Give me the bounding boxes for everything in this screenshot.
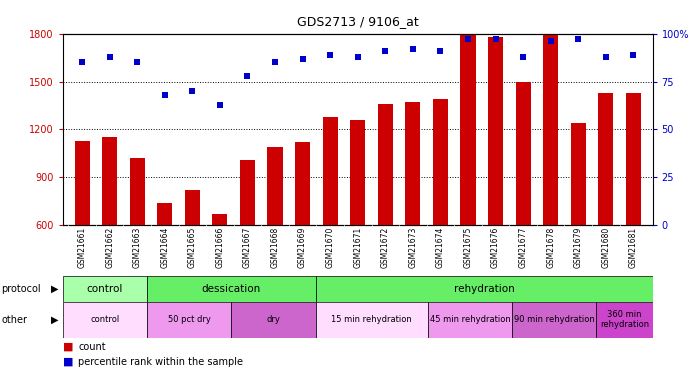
Text: GSM21670: GSM21670 <box>326 226 334 268</box>
Bar <box>433 99 448 225</box>
Bar <box>63 302 147 338</box>
Bar <box>406 102 420 225</box>
Bar <box>157 202 172 225</box>
Bar <box>597 302 653 338</box>
Text: ▶: ▶ <box>51 284 58 294</box>
Bar <box>512 302 597 338</box>
Point <box>159 92 170 98</box>
Bar <box>516 82 530 225</box>
Point <box>380 48 391 54</box>
Text: 45 min rehydration: 45 min rehydration <box>430 315 510 324</box>
Text: 90 min rehydration: 90 min rehydration <box>514 315 595 324</box>
Bar <box>231 302 315 338</box>
Bar <box>315 276 653 302</box>
Text: dry: dry <box>267 315 281 324</box>
Text: rehydration: rehydration <box>454 284 514 294</box>
Text: 15 min rehydration: 15 min rehydration <box>332 315 412 324</box>
Text: 50 pct dry: 50 pct dry <box>168 315 211 324</box>
Point <box>628 52 639 58</box>
Point <box>490 36 501 42</box>
Text: GSM21666: GSM21666 <box>216 226 225 268</box>
Bar <box>147 276 315 302</box>
Point <box>77 60 88 66</box>
Text: ■: ■ <box>63 342 73 352</box>
Text: GSM21664: GSM21664 <box>161 226 170 268</box>
Point <box>600 54 611 60</box>
Point <box>462 36 473 42</box>
Text: GSM21669: GSM21669 <box>298 226 307 268</box>
Text: count: count <box>78 342 106 352</box>
Text: GSM21681: GSM21681 <box>629 226 638 268</box>
Bar <box>147 302 231 338</box>
Bar <box>185 190 200 225</box>
Text: dessication: dessication <box>202 284 261 294</box>
Point <box>545 38 556 44</box>
Point <box>325 52 336 58</box>
Bar <box>488 37 503 225</box>
Text: GSM21679: GSM21679 <box>574 226 583 268</box>
Text: control: control <box>87 284 123 294</box>
Bar <box>75 141 89 225</box>
Text: GSM21680: GSM21680 <box>601 226 610 268</box>
Bar <box>295 142 310 225</box>
Point <box>297 56 309 62</box>
Point <box>242 73 253 79</box>
Point <box>352 54 363 60</box>
Text: GSM21676: GSM21676 <box>491 226 500 268</box>
Text: other: other <box>1 315 27 325</box>
Bar <box>315 302 428 338</box>
Point <box>104 54 115 60</box>
Text: GSM21667: GSM21667 <box>243 226 252 268</box>
Bar <box>428 302 512 338</box>
Text: GSM21677: GSM21677 <box>519 226 528 268</box>
Bar <box>240 160 255 225</box>
Text: control: control <box>90 315 119 324</box>
Bar <box>543 34 558 225</box>
Bar <box>267 147 283 225</box>
Point <box>214 102 225 108</box>
Text: GSM21671: GSM21671 <box>353 226 362 268</box>
Text: GSM21678: GSM21678 <box>546 226 555 268</box>
Point <box>132 60 143 66</box>
Point <box>407 46 418 52</box>
Bar <box>63 276 147 302</box>
Text: GSM21675: GSM21675 <box>463 226 473 268</box>
Text: GSM21663: GSM21663 <box>133 226 142 268</box>
Bar <box>461 34 475 225</box>
Bar <box>626 93 641 225</box>
Text: percentile rank within the sample: percentile rank within the sample <box>78 357 243 367</box>
Point <box>572 36 584 42</box>
Text: protocol: protocol <box>1 284 41 294</box>
Text: ■: ■ <box>63 357 73 367</box>
Text: GSM21673: GSM21673 <box>408 226 417 268</box>
Text: 360 min
rehydration: 360 min rehydration <box>600 310 649 329</box>
Bar <box>350 120 365 225</box>
Point <box>269 60 281 66</box>
Bar <box>212 214 228 225</box>
Point <box>435 48 446 54</box>
Text: GSM21665: GSM21665 <box>188 226 197 268</box>
Text: ▶: ▶ <box>51 315 58 325</box>
Point <box>187 88 198 94</box>
Text: GSM21672: GSM21672 <box>381 226 389 268</box>
Text: GSM21674: GSM21674 <box>436 226 445 268</box>
Bar <box>378 104 393 225</box>
Text: GSM21668: GSM21668 <box>271 226 279 268</box>
Bar <box>130 158 144 225</box>
Bar <box>598 93 614 225</box>
Text: GDS2713 / 9106_at: GDS2713 / 9106_at <box>297 15 419 28</box>
Bar <box>322 117 338 225</box>
Point <box>517 54 528 60</box>
Bar <box>571 123 586 225</box>
Text: GSM21661: GSM21661 <box>77 226 87 268</box>
Text: GSM21662: GSM21662 <box>105 226 114 268</box>
Bar <box>102 137 117 225</box>
